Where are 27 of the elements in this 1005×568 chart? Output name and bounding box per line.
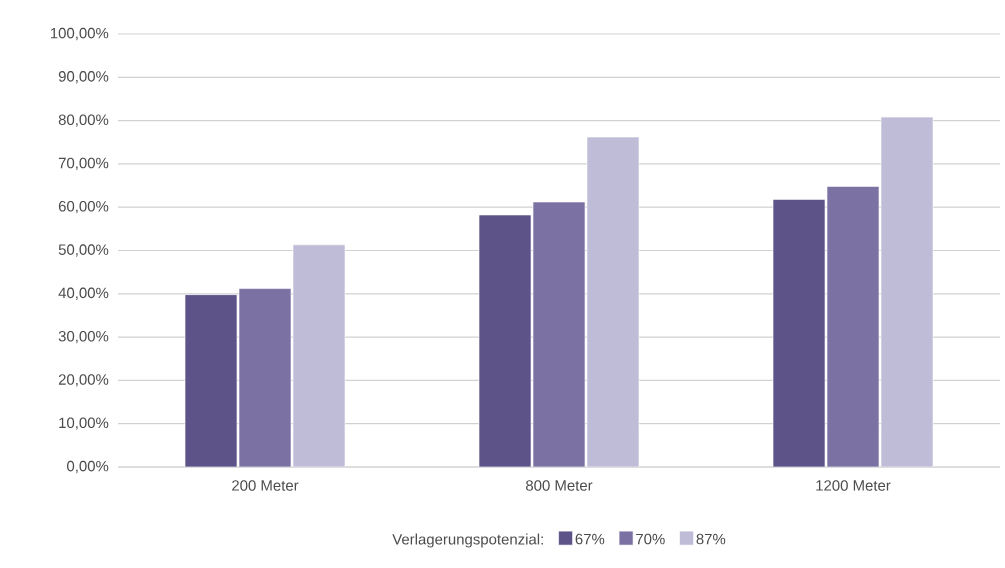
bar: [478, 214, 532, 467]
y-tick-label: 60,00%: [58, 201, 109, 214]
x-tick-label: 200 Meter: [232, 480, 299, 491]
x-tick-label: 1200 Meter: [816, 480, 891, 491]
y-tick-label: 50,00%: [58, 244, 109, 257]
bar: [184, 294, 238, 467]
y-tick-label: 0,00%: [67, 460, 109, 474]
y-tick-label: 80,00%: [58, 114, 109, 127]
x-tick-label: 800 Meter: [526, 480, 593, 491]
bar: [880, 116, 934, 467]
legend-label: 70%: [636, 533, 665, 545]
y-tick-label: 30,00%: [58, 330, 109, 344]
y-tick-label: 70,00%: [58, 157, 109, 171]
y-tick-label: 10,00%: [59, 417, 109, 430]
legend-title: Verlagerungspotenzial:: [392, 533, 543, 548]
bar: [586, 136, 640, 467]
bar: [292, 244, 346, 467]
y-tick-label: 20,00%: [58, 374, 109, 387]
bar: [238, 288, 292, 467]
bar: [826, 186, 880, 467]
bar: [772, 199, 826, 467]
y-tick-label: 40,00%: [58, 287, 109, 300]
y-tick-label: 100,00%: [50, 27, 109, 41]
legend-label: 67%: [575, 533, 605, 545]
bar: [532, 201, 586, 467]
y-tick-label: 90,00%: [58, 71, 109, 84]
legend-label: 87%: [696, 533, 726, 545]
